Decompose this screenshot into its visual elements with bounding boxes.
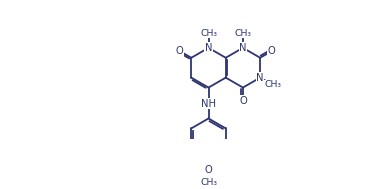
Text: N: N — [239, 43, 247, 53]
Text: CH₃: CH₃ — [264, 81, 281, 89]
Text: CH₃: CH₃ — [234, 29, 251, 38]
Text: CH₃: CH₃ — [200, 178, 217, 187]
Text: O: O — [176, 46, 184, 56]
Text: NH: NH — [201, 99, 216, 109]
Text: N: N — [205, 43, 212, 53]
Text: N: N — [256, 73, 264, 83]
Text: O: O — [205, 165, 212, 175]
Text: CH₃: CH₃ — [200, 29, 217, 38]
Text: O: O — [239, 96, 247, 106]
Text: O: O — [268, 46, 276, 56]
